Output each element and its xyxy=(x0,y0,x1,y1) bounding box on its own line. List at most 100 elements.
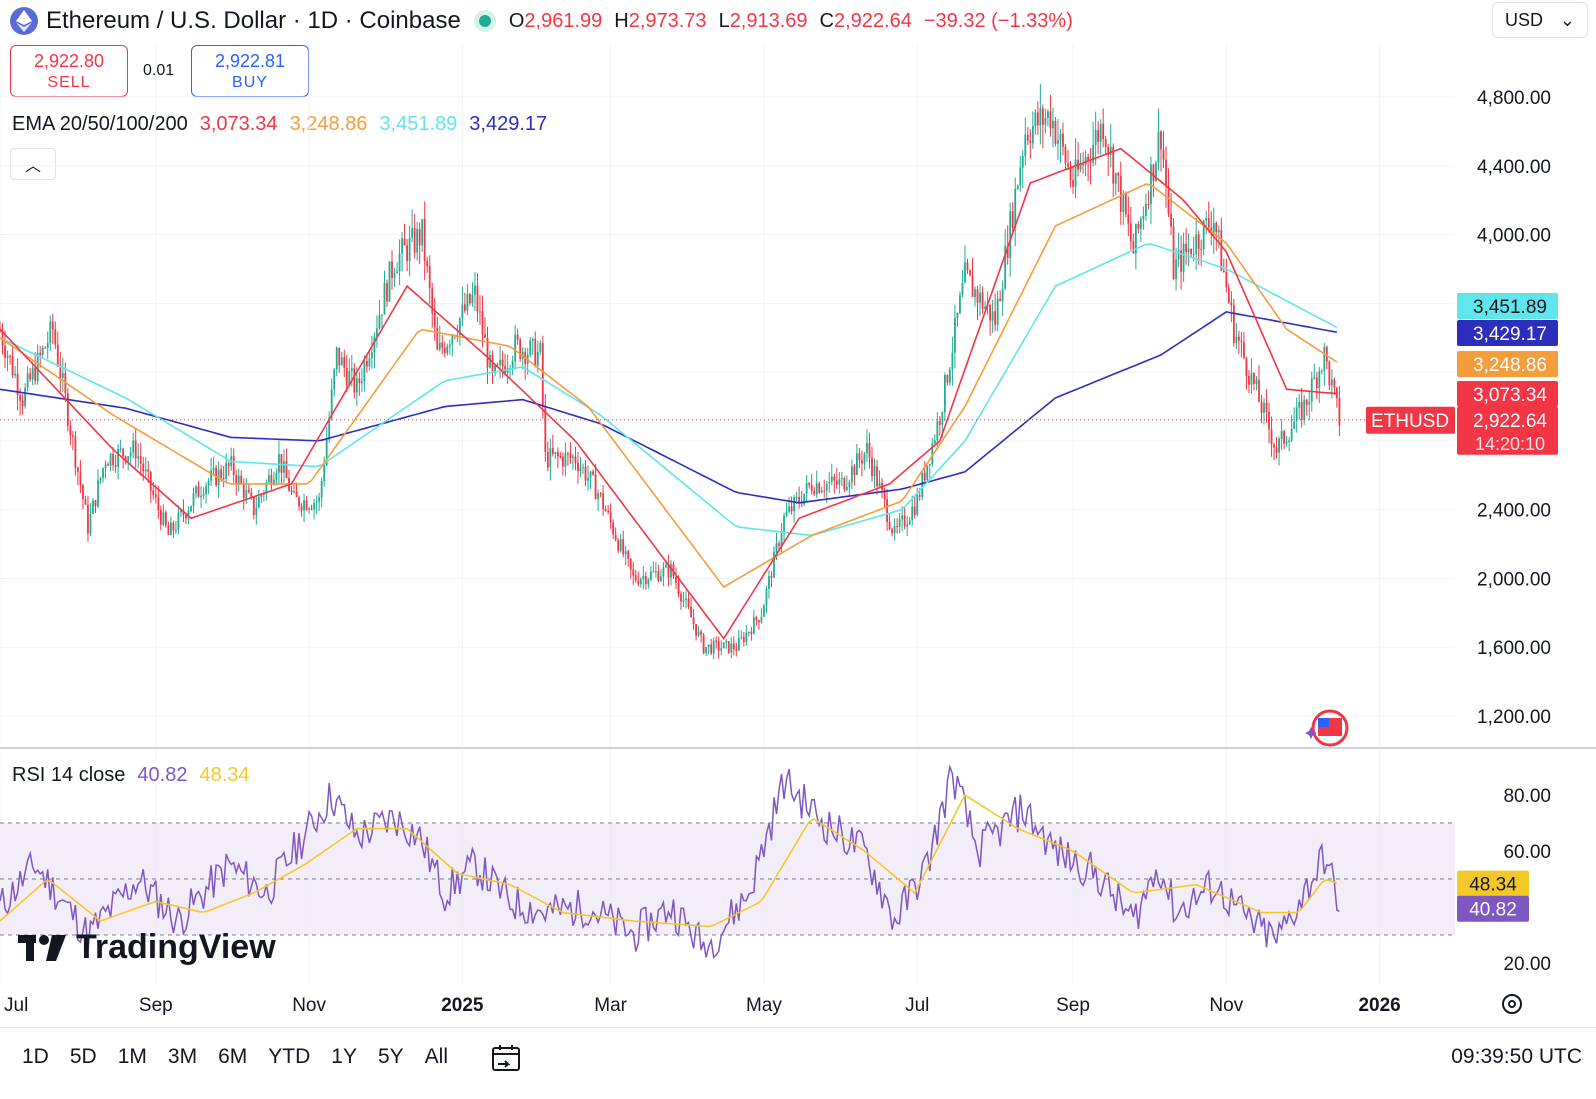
candle-body xyxy=(232,456,235,476)
candle-body xyxy=(1059,133,1062,141)
candle-body xyxy=(1315,377,1318,388)
candle-body xyxy=(1172,226,1175,279)
candle-body xyxy=(230,456,233,467)
ema20-value: 3,073.34 xyxy=(199,113,278,135)
candle-body xyxy=(1039,108,1042,126)
candle-body xyxy=(0,330,1,332)
candle-body xyxy=(192,493,195,506)
candle-body xyxy=(97,480,99,507)
candle-body xyxy=(742,636,745,642)
candle-body xyxy=(265,482,268,494)
candle-body xyxy=(627,551,630,559)
range-button-1y[interactable]: 1Y xyxy=(331,1045,357,1068)
candle-body xyxy=(1119,175,1122,212)
candle-body xyxy=(164,512,167,526)
candle-body xyxy=(861,460,863,464)
candle-body xyxy=(798,497,801,503)
ema-legend[interactable]: EMA 20/50/100/200 3,073.34 3,248.86 3,45… xyxy=(12,113,547,136)
candle-body xyxy=(491,355,494,373)
candle-body xyxy=(330,389,333,418)
candle-body xyxy=(579,467,582,472)
candle-body xyxy=(966,262,969,271)
candle-body xyxy=(1248,375,1250,385)
range-button-3m[interactable]: 3M xyxy=(167,1045,198,1068)
spread-value: 0.01 xyxy=(143,62,175,79)
range-button-all[interactable]: All xyxy=(424,1045,448,1068)
sell-button[interactable]: 2,922.80 SELL xyxy=(10,45,128,97)
range-button-5y[interactable]: 5Y xyxy=(377,1045,404,1068)
last-price-text: 2,922.64 xyxy=(1473,411,1547,432)
candle-body xyxy=(61,373,64,378)
calendar-icon[interactable] xyxy=(490,1042,522,1079)
candle-body xyxy=(152,490,155,495)
buy-button[interactable]: 2,922.81 BUY xyxy=(191,45,309,97)
candle-body xyxy=(687,598,690,607)
range-button-1m[interactable]: 1M xyxy=(117,1045,147,1068)
candle-body xyxy=(551,448,554,454)
rsi-axis-label: 80.00 xyxy=(1503,786,1551,807)
candle-body xyxy=(677,583,680,594)
candle-body xyxy=(1320,370,1323,372)
candle-body xyxy=(587,477,589,481)
candle-body xyxy=(64,373,67,394)
candle-body xyxy=(278,454,280,473)
candle-body xyxy=(1335,387,1338,399)
range-button-6m[interactable]: 6M xyxy=(218,1045,248,1068)
price-chart[interactable]: Jul Sep Nov 2025 Mar May Jul Sep Nov 2026 1,200.00… xyxy=(0,0,1596,1027)
candle-body xyxy=(358,378,361,384)
candle-body xyxy=(24,387,27,407)
candle-body xyxy=(154,494,157,498)
currency-select[interactable]: USD ⌄ xyxy=(1492,2,1588,38)
candle-body xyxy=(381,314,383,316)
settings-gear-center xyxy=(1508,1000,1516,1008)
candle-body xyxy=(876,466,878,487)
candle-body xyxy=(1330,379,1333,386)
candle-body xyxy=(325,439,328,465)
rsi-legend[interactable]: RSI 14 close 40.82 48.34 xyxy=(12,764,250,787)
candle-body xyxy=(1318,371,1321,388)
candle-body xyxy=(318,497,321,502)
candle-body xyxy=(1052,120,1054,129)
candle-body xyxy=(602,493,605,510)
candle-body xyxy=(928,464,931,466)
range-button-1d[interactable]: 1D xyxy=(22,1045,49,1068)
candle-body xyxy=(800,502,803,505)
candle-body xyxy=(474,285,476,295)
range-button-5d[interactable]: 5D xyxy=(69,1045,97,1068)
candle-body xyxy=(210,470,212,481)
candle-body xyxy=(974,289,976,298)
tradingview-logo-text: TradingView xyxy=(76,928,276,966)
candle-body xyxy=(763,605,765,617)
time-axis-label: Jul xyxy=(905,995,929,1016)
candle-body xyxy=(1255,379,1258,384)
candle-body xyxy=(549,448,552,468)
candle-body xyxy=(443,347,446,354)
utc-clock[interactable]: 09:39:50 UTC xyxy=(1451,1045,1582,1068)
candle-body xyxy=(237,475,240,485)
candle-body xyxy=(1004,245,1007,289)
candle-body xyxy=(572,456,574,458)
collapse-legend-button[interactable]: ︿ xyxy=(10,148,56,180)
candle-body xyxy=(132,440,135,453)
settings-gear-icon xyxy=(1502,994,1522,1014)
candle-body xyxy=(195,486,197,494)
range-button-ytd[interactable]: YTD xyxy=(268,1045,311,1068)
ema100-value: 3,451.89 xyxy=(379,113,458,135)
candle-body xyxy=(1202,220,1205,250)
symbol-title[interactable]: Ethereum / U.S. Dollar · 1D · Coinbase xyxy=(46,7,461,34)
ema-last-value-text: 3,248.86 xyxy=(1473,355,1547,376)
candle-body xyxy=(1021,156,1024,168)
us-flag-canton xyxy=(1318,718,1329,727)
candle-body xyxy=(1094,130,1097,145)
candle-body xyxy=(167,525,170,535)
ohlc-readout: O2,961.99 H2,973.73 L2,913.69 C2,922.64 … xyxy=(509,10,1073,33)
sell-price: 2,922.80 xyxy=(33,51,105,71)
candle-body xyxy=(1200,248,1203,250)
candle-body xyxy=(139,456,142,464)
candle-body xyxy=(943,375,946,413)
candle-body xyxy=(320,480,323,498)
candle-body xyxy=(546,451,549,468)
candle-body xyxy=(838,479,841,485)
candle-body xyxy=(494,365,496,373)
candle-body xyxy=(810,485,813,491)
